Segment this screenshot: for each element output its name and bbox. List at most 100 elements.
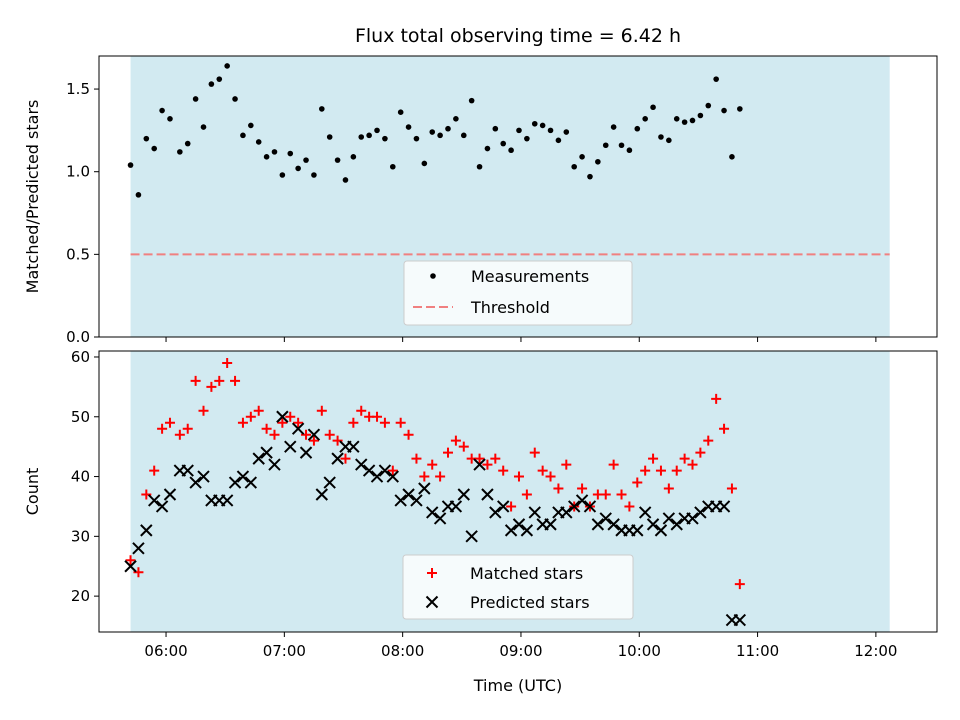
matched-star-point [726, 483, 737, 494]
measurement-point [389, 163, 396, 170]
predicted-star-point [607, 518, 620, 531]
predicted-star-point [268, 458, 281, 471]
measurement-point [374, 127, 380, 134]
matched-star-point [545, 471, 556, 482]
predicted-star-point [670, 518, 683, 531]
measurement-point [666, 137, 672, 144]
measurement-point [358, 134, 365, 140]
legend-threshold-label: Threshold [470, 298, 550, 317]
predicted-star-point [260, 446, 273, 459]
matched-star-point [332, 435, 343, 446]
measurement-point [295, 165, 301, 172]
matched-star-point [655, 465, 666, 476]
measurement-point [127, 162, 134, 168]
predicted-star-point [686, 512, 699, 525]
measurement-point [650, 104, 656, 111]
predicted-star-point [299, 446, 313, 459]
measurement-point [334, 157, 341, 163]
y-tick-label: 60 [71, 348, 90, 366]
predicted-star-point [528, 506, 541, 519]
predicted-star-point [189, 476, 202, 489]
measurement-point [311, 172, 317, 178]
predicted-star-point [386, 470, 400, 483]
measurement-point [255, 139, 262, 145]
legend-matched-marker [427, 568, 437, 578]
measurement-point [167, 116, 173, 122]
matched-star-point [648, 453, 659, 464]
measurement-point [192, 96, 199, 102]
measurement-point [319, 106, 325, 112]
measurement-point [697, 112, 704, 119]
matched-star-point [427, 459, 438, 470]
ratio-panel-frame [98, 55, 938, 338]
predicted-star-point [220, 494, 234, 507]
measurement-point [159, 107, 165, 114]
y-tick-label: 30 [71, 527, 90, 545]
predicted-star-point [638, 506, 652, 519]
matched-star-point [149, 465, 160, 476]
measurement-point [248, 122, 254, 129]
x-tick-label: 06:00 [144, 642, 187, 660]
measurement-point [571, 163, 577, 170]
matched-star-point [553, 483, 564, 494]
matched-star-point [616, 489, 627, 500]
matched-star-point [403, 429, 414, 440]
matched-star-point [253, 405, 264, 416]
predicted-star-point [497, 500, 510, 513]
matched-star-point [687, 459, 698, 470]
matched-star-point [521, 489, 532, 500]
matched-star-point [372, 411, 383, 422]
matched-star-point [198, 405, 209, 416]
matched-star-point [608, 459, 619, 470]
matched-star-point [632, 477, 643, 488]
predicted-star-point [410, 494, 423, 507]
measurement-point [429, 129, 436, 135]
predicted-star-point [355, 458, 368, 471]
legend-measurements-label: Measurements [471, 267, 589, 286]
matched-star-point [734, 579, 745, 590]
predicted-star-point [323, 476, 336, 489]
predicted-star-point [567, 500, 581, 513]
matched-star-point [230, 375, 241, 386]
matched-star-point [214, 375, 225, 386]
measurement-point [721, 107, 727, 114]
measurement-point [177, 149, 183, 155]
y-tick-label: 40 [71, 468, 90, 486]
y-tick-label: 0.5 [66, 245, 90, 263]
matched-star-point [529, 447, 540, 458]
matched-star-point [435, 471, 446, 482]
predicted-star-point [465, 530, 478, 543]
matched-star-point [703, 435, 714, 446]
measurement-point [279, 172, 286, 178]
matched-star-point [222, 357, 233, 368]
measurement-point [200, 124, 207, 130]
measurement-point [382, 135, 388, 142]
predicted-star-point [148, 494, 161, 507]
count-panel-y-ticks: 20 30 40 50 60 [71, 348, 99, 605]
count-panel-y-label: Count [23, 468, 42, 516]
matched-star-point [411, 453, 422, 464]
y-tick-label: 20 [71, 587, 90, 605]
matched-star-point [498, 465, 509, 476]
measurement-point [184, 140, 191, 147]
predicted-star-point [512, 518, 526, 531]
measurement-point [405, 124, 412, 130]
measurement-point [508, 147, 514, 154]
predicted-star-point [646, 518, 660, 531]
x-tick-label: 09:00 [499, 642, 542, 660]
measurement-point [595, 158, 601, 165]
measurement-point [547, 127, 554, 134]
ratio-panel-y-label: Matched/Predicted stars [23, 100, 42, 294]
legend-predicted-marker [425, 595, 439, 609]
matched-star-point [458, 441, 469, 452]
matched-star-point [293, 417, 304, 428]
predicted-star-point [473, 458, 486, 471]
matched-star-point [537, 465, 548, 476]
measurement-point [563, 129, 570, 135]
matched-star-point [237, 417, 248, 428]
matched-star-point [671, 465, 682, 476]
matched-star-point [419, 471, 430, 482]
measurement-point [539, 122, 546, 129]
matched-star-point [125, 555, 136, 566]
measurement-point [516, 127, 522, 134]
